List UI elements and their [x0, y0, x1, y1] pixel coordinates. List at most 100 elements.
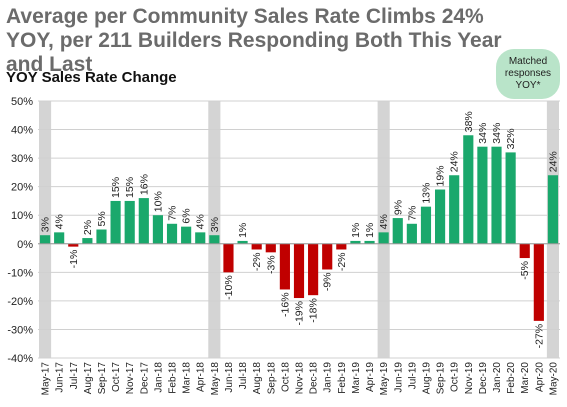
x-tick-label-oct-17: Oct-17 — [111, 362, 122, 392]
data-label-oct-18: -16% — [279, 292, 291, 317]
y-tick-label: -20% — [7, 296, 33, 308]
y-tick-label: -10% — [7, 267, 33, 279]
data-label-jul-18: 1% — [237, 223, 249, 238]
bar-jul-18 — [237, 240, 248, 244]
data-label-may-20: 24% — [547, 151, 559, 172]
highlight-band-may-18 — [208, 101, 221, 358]
x-tick-label-sep-19: Sep-19 — [436, 362, 447, 395]
x-tick-label-nov-19: Nov-19 — [464, 362, 475, 395]
data-label-mar-19: 1% — [350, 223, 362, 238]
data-label-dec-19: 34% — [477, 123, 489, 144]
data-label-jul-17: -1% — [68, 250, 80, 269]
data-label-feb-18: 7% — [167, 206, 179, 221]
data-label-sep-19: 19% — [435, 166, 447, 187]
bar-nov-17 — [124, 200, 135, 244]
x-tick-label-may-20: May-20 — [548, 362, 559, 396]
data-label-jan-20: 34% — [491, 123, 503, 144]
y-tick-label: 30% — [11, 153, 33, 165]
x-tick-label-jan-18: Jan-18 — [153, 362, 164, 393]
bar-aug-17 — [82, 238, 93, 244]
x-tick-label-may-17: May-17 — [41, 362, 52, 396]
highlight-band-may-17 — [39, 101, 52, 358]
data-label-jun-18: -10% — [223, 275, 235, 300]
data-label-sep-17: 5% — [96, 211, 108, 226]
data-label-jan-18: 10% — [152, 191, 164, 212]
x-tick-label-jul-19: Jul-19 — [407, 362, 418, 390]
x-tick-label-oct-18: Oct-18 — [280, 362, 291, 392]
x-tick-label-feb-20: Feb-20 — [506, 362, 517, 394]
bar-jan-19 — [322, 243, 333, 270]
x-tick-label-sep-18: Sep-18 — [266, 362, 277, 395]
bar-jun-19 — [392, 218, 403, 244]
bar-nov-18 — [293, 243, 305, 299]
x-tick-label-dec-17: Dec-17 — [139, 362, 150, 395]
bar-may-17 — [39, 235, 51, 244]
x-tick-label-aug-18: Aug-18 — [252, 362, 263, 395]
chart-subtitle: YOY Sales Rate Change — [6, 69, 177, 86]
bar-feb-19 — [336, 243, 347, 250]
x-tick-label-mar-18: Mar-18 — [182, 362, 193, 394]
x-tick-label-may-18: May-18 — [210, 362, 221, 396]
bar-apr-20 — [533, 243, 544, 321]
bar-jan-20 — [491, 146, 502, 244]
bar-dec-17 — [138, 198, 149, 244]
x-tick-label-feb-18: Feb-18 — [168, 362, 179, 394]
x-tick-label-aug-17: Aug-17 — [83, 362, 94, 395]
x-tick-label-oct-19: Oct-19 — [450, 362, 461, 392]
x-tick-label-jun-18: Jun-18 — [224, 362, 235, 393]
data-label-may-19: 4% — [378, 214, 390, 229]
x-tick-label-mar-20: Mar-20 — [520, 362, 531, 394]
y-tick-label: 40% — [11, 125, 33, 137]
x-tick-label-may-19: May-19 — [379, 362, 390, 396]
x-axis: May-17 Jun-17 Jul-17 Aug-17 Sep-17 Oct-17 Nov-… — [38, 243, 560, 396]
y-tick-label: -40% — [7, 353, 33, 365]
bar-apr-18 — [195, 232, 206, 244]
data-label-jun-19: 9% — [392, 200, 404, 215]
data-label-jun-17: 4% — [54, 214, 66, 229]
bar-apr-19 — [364, 240, 375, 244]
x-tick-label-nov-17: Nov-17 — [125, 362, 136, 395]
y-tick-label: -30% — [7, 324, 33, 336]
bar-sep-17 — [96, 229, 107, 244]
data-label-aug-18: -2% — [251, 252, 263, 271]
highlight-band-may-19 — [377, 101, 390, 358]
chart-title: Average per Community Sales Rate Climbs … — [6, 5, 502, 76]
x-tick-label-jun-19: Jun-19 — [393, 362, 404, 393]
x-tick-label-nov-18: Nov-18 — [295, 362, 306, 395]
data-label-sep-18: -3% — [265, 255, 277, 274]
bar-mar-19 — [350, 240, 361, 244]
x-tick-label-jan-19: Jan-19 — [323, 362, 334, 393]
matched-responses-badge: Matched responses YOY* — [496, 49, 560, 99]
bar-jun-17 — [54, 232, 65, 244]
bar-may-18 — [209, 235, 220, 244]
x-tick-label-jul-18: Jul-18 — [238, 362, 249, 390]
x-tick-label-jul-17: Jul-17 — [69, 362, 80, 390]
data-label-oct-19: 24% — [449, 151, 461, 172]
bar-sep-18 — [265, 243, 276, 253]
x-tick-label-sep-17: Sep-17 — [97, 362, 108, 395]
data-label-aug-19: 13% — [420, 183, 432, 204]
bar-feb-20 — [505, 152, 516, 244]
bar-nov-19 — [463, 135, 474, 244]
x-tick-label-aug-19: Aug-19 — [421, 362, 432, 395]
bar-jul-17 — [68, 243, 79, 247]
y-tick-label: 0% — [17, 239, 33, 251]
bar-mar-18 — [181, 226, 192, 244]
data-label-oct-17: 15% — [110, 177, 122, 198]
bars — [39, 135, 559, 321]
bar-dec-19 — [477, 146, 488, 244]
x-tick-label-jan-20: Jan-20 — [492, 362, 503, 393]
data-label-dec-18: -18% — [308, 298, 320, 323]
data-label-mar-20: -5% — [519, 261, 531, 280]
data-label-mar-18: 6% — [181, 208, 193, 223]
data-label-dec-17: 16% — [138, 174, 150, 195]
bar-aug-18 — [251, 243, 262, 250]
bar-may-20 — [547, 175, 559, 244]
x-tick-label-feb-19: Feb-19 — [337, 362, 348, 394]
bar-jul-19 — [406, 223, 417, 244]
data-label-nov-18: -19% — [294, 301, 306, 326]
bar-mar-20 — [519, 243, 530, 259]
may-highlight-bands — [39, 101, 559, 358]
bar-aug-19 — [420, 206, 432, 244]
y-tick-label: 20% — [11, 182, 33, 194]
